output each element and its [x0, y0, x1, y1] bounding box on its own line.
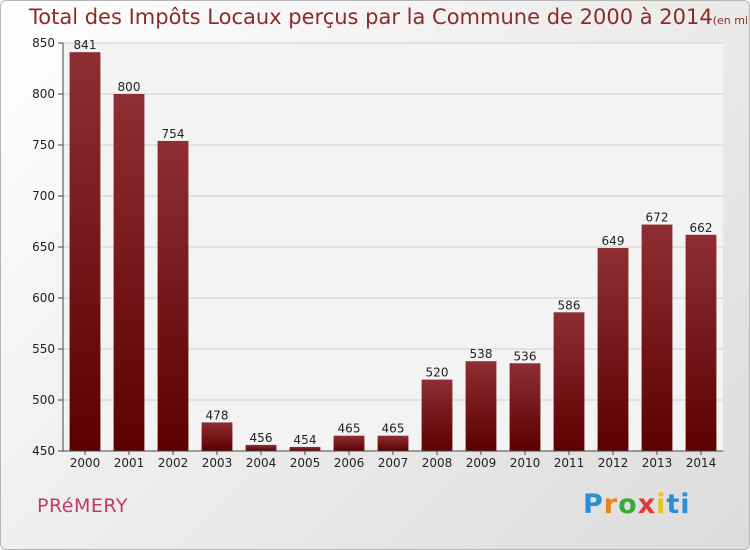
bar-2014 — [685, 234, 717, 451]
data-label-2009: 538 — [470, 347, 493, 361]
data-label-2003: 478 — [206, 408, 229, 422]
bar-2002 — [157, 140, 189, 452]
chart-unit: (en milliers d'€) — [712, 14, 749, 27]
x-tick-label: 2014 — [686, 456, 717, 470]
data-label-2010: 536 — [514, 349, 537, 363]
x-tick-label: 2008 — [422, 456, 453, 470]
chart-title-text: Total des Impôts Locaux perçus par la Co… — [29, 5, 713, 29]
bar-2000 — [69, 52, 101, 452]
labels: 450 500 550 600 650 700 750 800 850 2000 841 2001 80… — [32, 36, 716, 470]
y-tick-label: 550 — [32, 342, 55, 356]
y-tick-label: 700 — [32, 189, 55, 203]
bar-2008 — [421, 379, 453, 451]
commune-name: PRéMERY — [37, 495, 128, 517]
data-label-2005: 454 — [294, 433, 317, 447]
x-tick-label: 2009 — [466, 456, 497, 470]
data-label-2008: 520 — [426, 366, 449, 380]
data-label-2013: 672 — [646, 211, 669, 225]
x-tick-label: 2000 — [70, 456, 101, 470]
data-label-2006: 465 — [338, 422, 361, 436]
bar-2010 — [509, 363, 541, 451]
bar-2009 — [465, 361, 497, 451]
axes — [58, 42, 723, 455]
data-label-2007: 465 — [382, 422, 405, 436]
x-tick-label: 2011 — [554, 456, 585, 470]
x-tick-label: 2010 — [510, 456, 541, 470]
x-tick-label: 2006 — [334, 456, 365, 470]
y-tick-label: 850 — [32, 36, 55, 50]
data-label-2001: 800 — [118, 80, 141, 94]
y-tick-label: 750 — [32, 138, 55, 152]
bar-2007 — [377, 435, 409, 451]
y-tick-label: 500 — [32, 393, 55, 407]
x-tick-label: 2004 — [246, 456, 277, 470]
bar-2011 — [553, 312, 585, 451]
bars — [69, 52, 717, 452]
data-label-2004: 456 — [250, 431, 273, 445]
bar-2012 — [597, 248, 629, 451]
x-tick-label: 2003 — [202, 456, 233, 470]
data-label-2014: 662 — [690, 221, 713, 235]
data-label-2012: 649 — [602, 234, 625, 248]
x-tick-label: 2005 — [290, 456, 321, 470]
y-tick-label: 800 — [32, 87, 55, 101]
data-label-2002: 754 — [162, 127, 185, 141]
bar-2001 — [113, 94, 145, 451]
chart-title: Total des Impôts Locaux perçus par la Co… — [29, 5, 749, 29]
x-tick-label: 2013 — [642, 456, 673, 470]
bar-2004 — [245, 444, 277, 451]
proxiti-logo: Proxiti — [583, 489, 691, 520]
bar-2005 — [289, 446, 321, 451]
bar-2003 — [201, 422, 233, 451]
x-tick-label: 2001 — [114, 456, 145, 470]
data-label-2000: 841 — [74, 38, 97, 52]
x-tick-label: 2012 — [598, 456, 629, 470]
x-tick-label: 2007 — [378, 456, 409, 470]
bar-2013 — [641, 224, 673, 451]
data-label-2011: 586 — [558, 298, 581, 312]
y-tick-label: 650 — [32, 240, 55, 254]
y-tick-label: 450 — [32, 444, 55, 458]
bar-2006 — [333, 435, 365, 451]
y-tick-label: 600 — [32, 291, 55, 305]
x-tick-label: 2002 — [158, 456, 189, 470]
